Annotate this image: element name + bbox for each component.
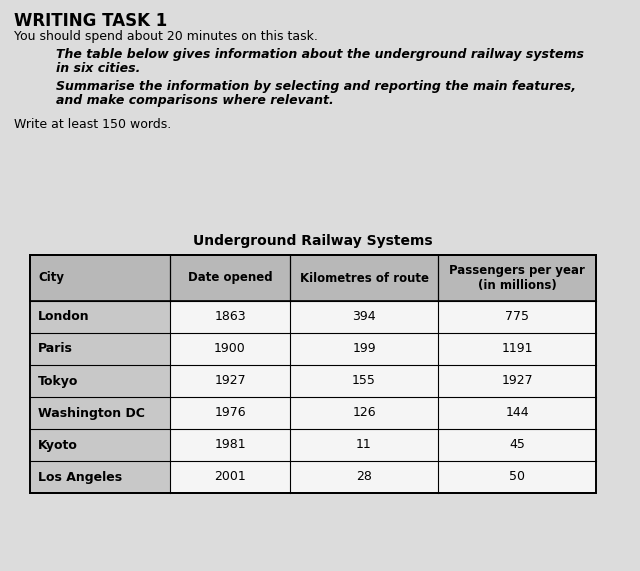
Bar (290, 365, 438, 397)
Bar (170, 461, 290, 493)
Bar (30, 255, 596, 301)
Bar (170, 333, 290, 365)
Text: 394: 394 (352, 311, 376, 324)
Text: London: London (38, 311, 90, 324)
Text: 1900: 1900 (214, 343, 246, 356)
Bar (30, 301, 170, 333)
Bar (438, 365, 596, 397)
Bar (290, 429, 438, 461)
Bar (438, 461, 596, 493)
Text: You should spend about 20 minutes on this task.: You should spend about 20 minutes on thi… (14, 30, 318, 43)
Text: 144: 144 (505, 407, 529, 420)
Bar (170, 397, 290, 429)
Text: 1976: 1976 (214, 407, 246, 420)
Text: 199: 199 (352, 343, 376, 356)
Bar (290, 397, 438, 429)
Text: 28: 28 (356, 471, 372, 484)
Text: Los Angeles: Los Angeles (38, 471, 122, 484)
Text: 775: 775 (505, 311, 529, 324)
Text: Kilometres of route: Kilometres of route (300, 271, 429, 284)
Text: 45: 45 (509, 439, 525, 452)
Text: Washington DC: Washington DC (38, 407, 145, 420)
Text: 1191: 1191 (501, 343, 532, 356)
Text: Write at least 150 words.: Write at least 150 words. (14, 118, 172, 131)
Bar (438, 333, 596, 365)
Bar (290, 461, 438, 493)
Text: in six cities.: in six cities. (56, 62, 140, 75)
Bar (30, 333, 170, 365)
Bar (170, 429, 290, 461)
Text: Passengers per year
(in millions): Passengers per year (in millions) (449, 264, 585, 292)
Text: The table below gives information about the underground railway systems: The table below gives information about … (56, 48, 584, 61)
Text: Summarise the information by selecting and reporting the main features,: Summarise the information by selecting a… (56, 80, 576, 93)
Text: 11: 11 (356, 439, 372, 452)
Bar (30, 429, 170, 461)
Text: Tokyo: Tokyo (38, 375, 78, 388)
Text: and make comparisons where relevant.: and make comparisons where relevant. (56, 94, 333, 107)
Bar (30, 461, 170, 493)
Text: 126: 126 (352, 407, 376, 420)
Bar (438, 397, 596, 429)
Bar (30, 255, 596, 301)
Bar (438, 301, 596, 333)
Text: 1981: 1981 (214, 439, 246, 452)
Text: Date opened: Date opened (188, 271, 272, 284)
Text: 1927: 1927 (501, 375, 533, 388)
Bar (290, 301, 438, 333)
Text: 2001: 2001 (214, 471, 246, 484)
Bar (170, 365, 290, 397)
Bar (30, 397, 170, 429)
Text: 1863: 1863 (214, 311, 246, 324)
Bar (30, 365, 170, 397)
Text: WRITING TASK 1: WRITING TASK 1 (14, 12, 167, 30)
Text: Underground Railway Systems: Underground Railway Systems (193, 234, 433, 248)
Text: 50: 50 (509, 471, 525, 484)
Bar (290, 333, 438, 365)
Text: Paris: Paris (38, 343, 73, 356)
Bar (30, 255, 596, 493)
Bar (170, 301, 290, 333)
Bar (438, 429, 596, 461)
Text: City: City (38, 271, 64, 284)
Text: 155: 155 (352, 375, 376, 388)
Text: 1927: 1927 (214, 375, 246, 388)
Text: Kyoto: Kyoto (38, 439, 78, 452)
